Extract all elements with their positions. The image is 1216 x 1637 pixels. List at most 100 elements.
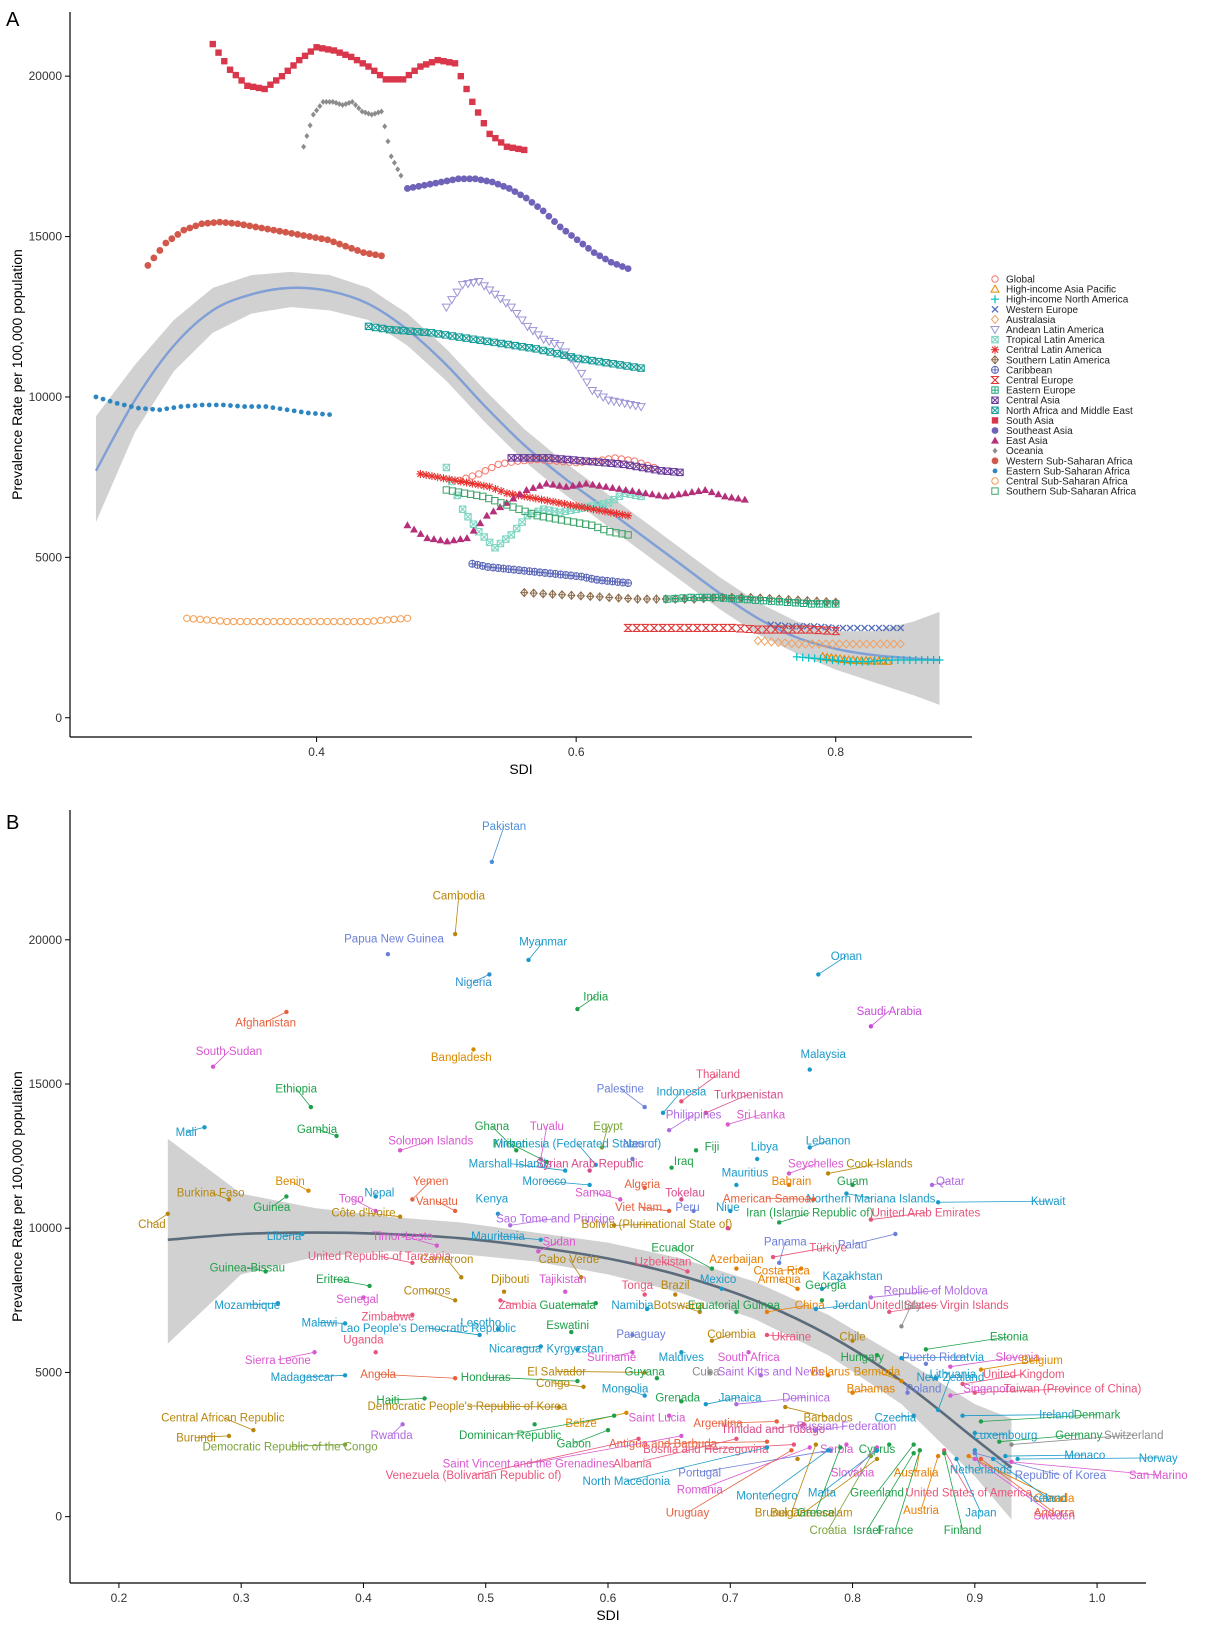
data-point [255,84,263,92]
data-point [611,1413,617,1418]
data-point [776,1260,782,1266]
data-point [683,623,694,632]
data-point [440,57,447,65]
data-point [515,490,524,498]
data-point [874,1448,880,1453]
label-leader [705,1396,741,1405]
data-label: Puerto Rico [902,1352,962,1364]
label-leader [870,1010,890,1027]
data-point [270,226,278,234]
legend-label: Southern Latin America [1006,355,1110,366]
data-point [204,219,212,227]
data-point [378,252,385,260]
data-point [336,617,345,626]
data-label: Dominican Republic [459,1430,562,1442]
data-point [220,402,226,408]
legend-label: Central Asia [1006,396,1060,407]
data-label: Fiji [705,1141,720,1153]
label-leader [552,1382,584,1388]
data-point [226,1197,232,1202]
data-point [786,1182,792,1188]
legend-key [991,427,999,434]
data-point [223,617,231,626]
data-point [619,263,626,270]
label-leader [568,1258,582,1278]
data-point [533,331,544,340]
data-point [306,233,314,240]
data-label: Palestine [597,1084,644,1096]
label-leader [681,1073,719,1102]
label-leader [265,1011,287,1023]
label-leader [866,1452,915,1531]
legend-label: Southeast Asia [1006,426,1073,437]
data-point [679,1399,684,1404]
panel-a-chart: 0.4 0.6 0.8 0 5000 10000 15000 20000 SDI Prevalen… [9,12,972,777]
data-point [642,1370,647,1375]
series-southern-sub-saharan-africa [442,486,632,539]
data-point [623,362,631,370]
data-point [410,1197,415,1202]
data-label: Yemen [413,1176,448,1188]
label-leader [846,1193,871,1199]
data-point [539,346,547,355]
label-leader [1011,1434,1134,1445]
data-point [403,521,412,529]
data-point [515,145,522,153]
data-point [734,1401,739,1407]
data-point [427,329,436,337]
data-point [648,490,657,498]
data-point [693,1148,699,1153]
data-point [538,335,549,345]
label-leader [412,1180,431,1200]
data-point [468,472,477,480]
data-label: Hungary [841,1352,885,1364]
label-leader [894,1450,921,1531]
data-point [774,621,782,629]
label-leader [668,1114,694,1131]
data-point [497,139,505,146]
data-point [588,480,597,488]
label-leader [567,1302,596,1306]
label-leader [915,1450,921,1473]
data-point [462,334,471,342]
legend-label: Western Europe [1006,305,1079,316]
series-east-asia [403,479,749,545]
data-label: Viet Nam [615,1202,662,1214]
data-label: Comoros [404,1286,451,1298]
label-leader [400,1140,431,1151]
data-point [310,617,318,626]
data-point [499,564,508,573]
label-leader [779,1212,810,1223]
data-point [642,1104,647,1110]
legend-label: North Africa and Middle East [1006,406,1133,417]
label-leader [980,1414,1098,1422]
label-leader [999,1434,1079,1443]
data-point [307,48,315,55]
data-point [680,594,689,604]
data-point [520,587,529,598]
data-point [216,218,224,226]
data-point [933,1376,938,1381]
data-point [734,1182,739,1188]
data-label: Honduras [461,1372,511,1384]
data-point [249,83,257,91]
data-label: Madagascar [271,1372,334,1384]
data-point [463,280,473,289]
data-label: Luxembourg [973,1430,1037,1442]
data-point [795,1286,800,1291]
label-leader [662,1261,688,1272]
legend-label: South Asia [1006,416,1054,427]
data-point [764,1439,770,1444]
data-point [685,1269,690,1274]
data-point [518,342,526,351]
x-tick-label: 0.8 [827,745,844,759]
data-point [825,1373,831,1378]
data-label: Philippines [666,1110,722,1122]
data-label: Zambia [498,1300,537,1312]
data-label: Montenegro [736,1490,797,1502]
data-point [556,1404,562,1410]
data-label: Lesotho [460,1317,501,1329]
data-point [579,240,587,248]
data-point [744,624,755,634]
data-point [546,569,555,578]
